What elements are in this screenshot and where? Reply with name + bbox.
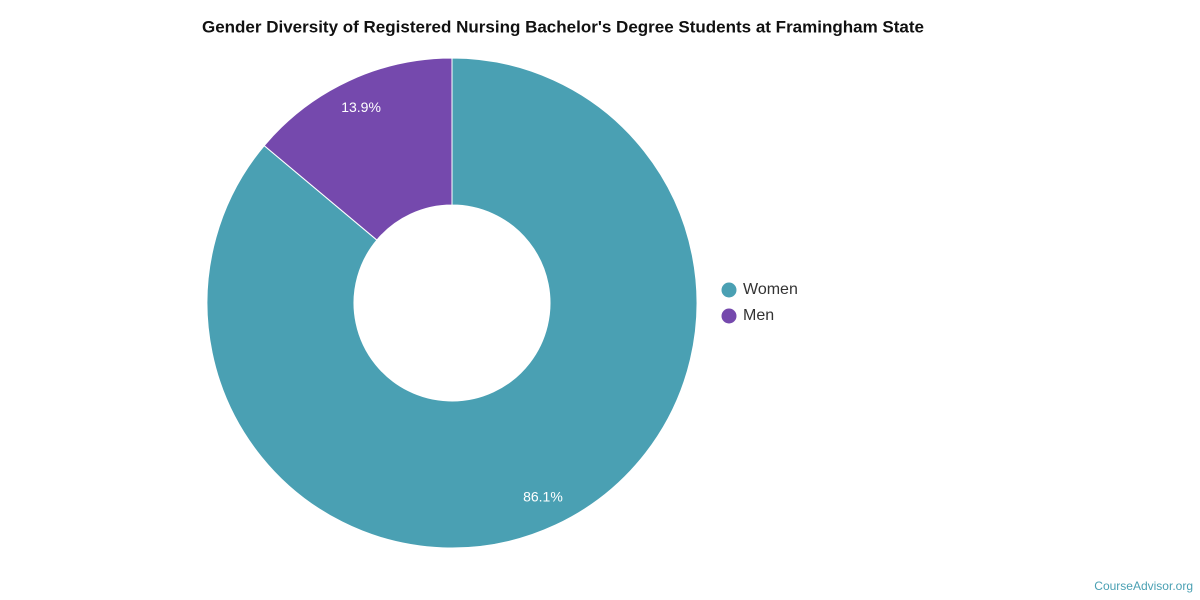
chart-title: Gender Diversity of Registered Nursing B…	[202, 17, 924, 36]
value-label: 13.9%	[341, 99, 381, 115]
legend-marker[interactable]	[721, 308, 737, 324]
value-label: 86.1%	[523, 489, 563, 505]
source[interactable]: CourseAdvisor.org	[1094, 579, 1193, 593]
legend-label[interactable]: Women	[743, 281, 798, 298]
legend-marker[interactable]	[721, 282, 737, 298]
slice	[263, 57, 453, 241]
legend-label[interactable]: Men	[743, 307, 774, 324]
slice	[206, 57, 698, 549]
